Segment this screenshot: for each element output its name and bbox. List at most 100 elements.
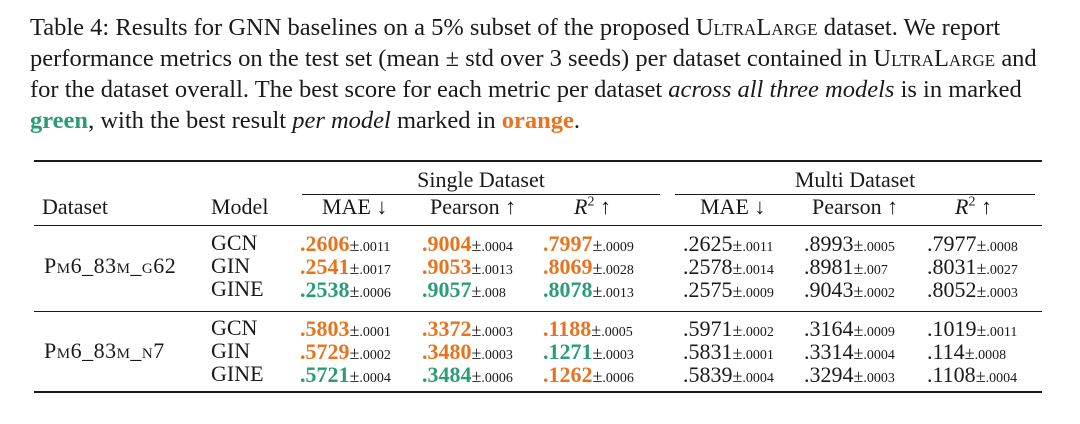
single-pearson-cell: .3372±.0003 xyxy=(422,317,513,345)
metric-mean: .5839 xyxy=(683,362,733,387)
metric-std: .0004 xyxy=(742,371,774,386)
metric-mean: .9004 xyxy=(422,231,472,256)
metric-std: .0004 xyxy=(985,371,1018,386)
caption-text-3: and for the dataset overall. The best sc… xyxy=(30,45,1037,103)
r2-symbol: R xyxy=(955,194,969,219)
metric-mean: .1188 xyxy=(543,316,592,341)
plus-minus-sign: ± xyxy=(853,281,864,301)
model-column-header: Model xyxy=(211,194,269,219)
metric-mean: .1108 xyxy=(927,362,976,387)
metric-std: .0003 xyxy=(602,348,634,363)
metric-std: .0002 xyxy=(742,325,774,340)
metric-std: .0004 xyxy=(481,240,513,255)
plus-minus-sign: ± xyxy=(976,258,987,278)
plus-minus-sign: ± xyxy=(732,320,743,340)
single-mae-cell: .2606±.0011 xyxy=(300,232,390,260)
metric-std: .0009 xyxy=(742,286,774,301)
plus-minus-sign: ± xyxy=(592,235,603,255)
metric-mean: .3480 xyxy=(422,339,472,364)
plus-minus-sign: ± xyxy=(853,366,864,386)
single-pearson-cell: .3484±.0006 xyxy=(422,363,513,391)
multi-pearson-cell: .3294±.0003 xyxy=(804,363,895,391)
single-mae-cell: .5721±.0004 xyxy=(300,363,391,391)
multi-pearson-cell: .8981±.007 xyxy=(804,255,888,283)
plus-minus-sign: ± xyxy=(592,258,603,278)
single-dataset-cmidrule xyxy=(302,194,660,195)
plus-minus-sign: ± xyxy=(349,235,360,255)
single-r2-cell: .7997±.0009 xyxy=(543,232,634,260)
metric-std: .0004 xyxy=(863,348,895,363)
metric-mean: .1271 xyxy=(543,339,593,364)
metric-mean: .2541 xyxy=(300,254,350,279)
metric-std: .0002 xyxy=(359,348,391,363)
metric-std: .0001 xyxy=(359,325,391,340)
multi-mae-cell: .5839±.0004 xyxy=(683,363,774,391)
metric-std: .0013 xyxy=(602,286,634,301)
metric-std: .0003 xyxy=(481,325,513,340)
multi-pearson-cell: .3164±.0009 xyxy=(804,317,895,345)
dataset-name: Pm6_83m_n7 xyxy=(44,338,165,363)
plus-minus-sign: ± xyxy=(853,258,864,278)
metric-mean: .2538 xyxy=(300,277,350,302)
metric-mean: .1262 xyxy=(543,362,593,387)
metric-mean: .8981 xyxy=(804,254,854,279)
metric-mean: .8993 xyxy=(804,231,854,256)
plus-minus-sign: ± xyxy=(349,343,360,363)
plus-minus-sign: ± xyxy=(349,320,360,340)
plus-minus-sign: ± xyxy=(592,281,603,301)
metric-std: .0008 xyxy=(986,240,1018,255)
multi-mae-cell: .2625±.0011 xyxy=(683,232,773,260)
plus-minus-sign: ± xyxy=(592,366,603,386)
metric-mean: .9057 xyxy=(422,277,472,302)
metric-mean: .3294 xyxy=(804,362,854,387)
plus-minus-sign: ± xyxy=(976,281,987,301)
metric-mean: .2578 xyxy=(683,254,733,279)
multi-mae-cell: .2575±.0009 xyxy=(683,278,774,306)
single-mae-cell: .5803±.0001 xyxy=(300,317,391,345)
dataset-column-header: Dataset xyxy=(42,194,108,219)
multi-r2-cell: .8031±.0027 xyxy=(927,255,1018,283)
metric-std: .0017 xyxy=(359,263,391,278)
metric-std: .0014 xyxy=(742,263,774,278)
metric-std: .0004 xyxy=(359,371,391,386)
metric-std: .0013 xyxy=(481,263,513,278)
metric-mean: .3484 xyxy=(422,362,472,387)
multi-r2-cell: .7977±.0008 xyxy=(927,232,1018,260)
metric-mean: .114 xyxy=(927,339,965,364)
plus-minus-sign: ± xyxy=(592,343,603,363)
model-name: GINE xyxy=(211,276,264,301)
metric-mean: .8052 xyxy=(927,277,977,302)
plus-minus-sign: ± xyxy=(732,258,743,278)
multi-mae-cell: .2578±.0014 xyxy=(683,255,774,283)
metric-mean: .8069 xyxy=(543,254,593,279)
multi-dataset-header: Multi Dataset xyxy=(794,167,916,192)
plus-minus-sign: ± xyxy=(964,343,975,363)
plus-minus-sign: ± xyxy=(471,320,482,340)
r2-arrow: ↑ xyxy=(975,194,992,219)
metric-std: .0006 xyxy=(359,286,391,301)
metric-std: .0008 xyxy=(974,348,1007,363)
single-r2-cell: .1262±.0006 xyxy=(543,363,634,391)
metric-mean: .2625 xyxy=(683,231,733,256)
multi-r2-cell: .1108±.0004 xyxy=(927,363,1017,391)
plus-minus-sign: ± xyxy=(591,320,602,340)
plus-minus-sign: ± xyxy=(471,366,482,386)
metric-mean: .8078 xyxy=(543,277,593,302)
model-name: GCN xyxy=(211,315,258,340)
plus-minus-sign: ± xyxy=(471,281,482,301)
metric-std: .0002 xyxy=(863,286,895,301)
multi-r2-header: R2 ↑ xyxy=(955,194,992,220)
single-mae-header: MAE ↓ xyxy=(322,194,388,219)
single-mae-cell: .5729±.0002 xyxy=(300,340,391,368)
plus-minus-sign: ± xyxy=(349,258,360,278)
metric-mean: .3314 xyxy=(804,339,854,364)
multi-pearson-cell: .9043±.0002 xyxy=(804,278,895,306)
table-bottom-rule xyxy=(34,391,1042,393)
metric-std: .0003 xyxy=(481,348,513,363)
caption-label: Table 4: xyxy=(30,14,110,41)
metric-mean: .1019 xyxy=(927,316,977,341)
table-header-rule xyxy=(34,225,1042,226)
metric-std: .0003 xyxy=(863,371,895,386)
metric-mean: .5971 xyxy=(683,316,733,341)
metric-mean: .5831 xyxy=(683,339,733,364)
